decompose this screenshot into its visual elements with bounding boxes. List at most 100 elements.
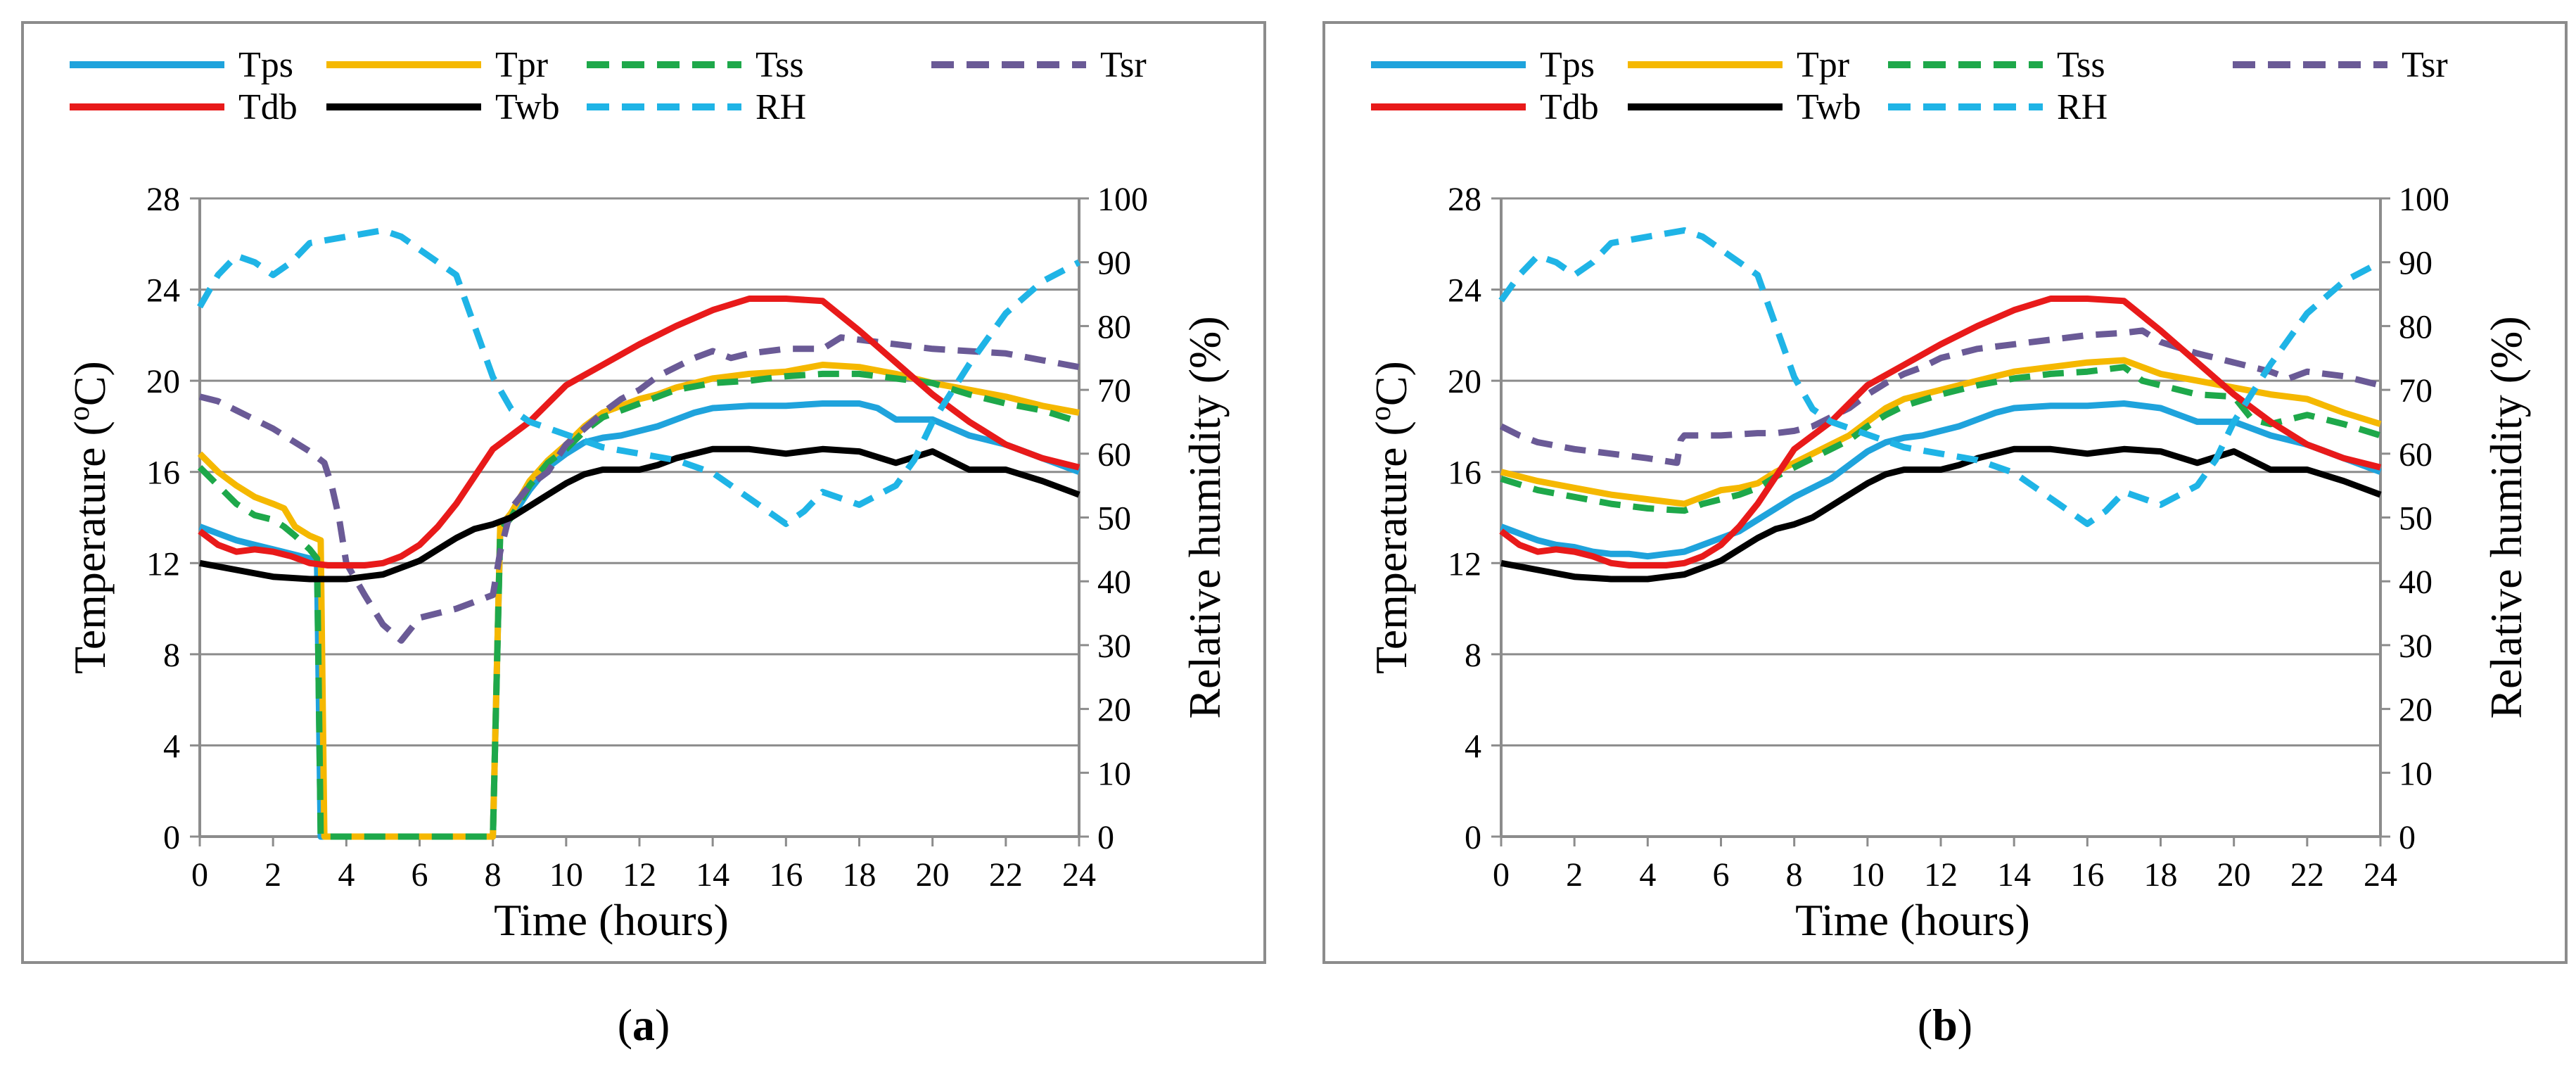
charta-y2tick-label-10: 10 bbox=[1097, 755, 1131, 792]
charta-xtick-label-2: 2 bbox=[264, 856, 281, 894]
chartb-ytick-label-8: 8 bbox=[1465, 637, 1481, 674]
charta-xtick-label-24: 24 bbox=[1062, 856, 1096, 894]
chartb-xtick-label-4: 4 bbox=[1639, 856, 1656, 894]
chartb-y2tick-label-70: 70 bbox=[2399, 372, 2432, 409]
charta-xtick-label-16: 16 bbox=[769, 856, 803, 894]
charta-series-twb bbox=[199, 445, 1080, 583]
chartb-y2tick-label-100: 100 bbox=[2399, 181, 2449, 218]
chartb-legend-label-tsr: Tsr bbox=[2402, 45, 2448, 85]
chartb-xtick-label-14: 14 bbox=[1997, 856, 2031, 894]
chartb-series-tss bbox=[1500, 364, 2382, 514]
charta-legend-label-rh: RH bbox=[755, 87, 806, 127]
charta-xtick-label-22: 22 bbox=[989, 856, 1023, 894]
chartb-y2label: Relative humidity (%) bbox=[2481, 316, 2531, 718]
chartb-ylabel: Temperature (oC) bbox=[1365, 361, 1416, 674]
charta-xtick-label-18: 18 bbox=[843, 856, 876, 894]
chartb-y2tick-label-50: 50 bbox=[2399, 500, 2432, 538]
charta-series-tpr bbox=[197, 362, 1080, 840]
charta-ytick-label-20: 20 bbox=[146, 363, 180, 400]
chartb-xlabel: Time (hours) bbox=[1795, 895, 2030, 945]
chartb-xtick-label-22: 22 bbox=[2290, 856, 2324, 894]
chartb-series-rh bbox=[1498, 227, 2383, 528]
chartb-y2tick-label-60: 60 bbox=[2399, 436, 2432, 474]
chartb-y2tick-label-90: 90 bbox=[2399, 245, 2432, 282]
chartb-ytick-label-24: 24 bbox=[1448, 272, 1481, 310]
chartb-legend-label-tps: Tps bbox=[1540, 45, 1595, 85]
chartb-ytick-label-12: 12 bbox=[1448, 545, 1481, 583]
charta-xtick-label-6: 6 bbox=[412, 856, 428, 894]
chartb-series-tps bbox=[1500, 400, 2382, 560]
chartb-xtick-label-0: 0 bbox=[1493, 856, 1510, 894]
charta-y2tick-label-90: 90 bbox=[1097, 245, 1131, 282]
caption-b: (b) bbox=[1917, 1000, 1973, 1050]
chartb-series-tdb bbox=[1499, 296, 2382, 569]
chartb-series-twb bbox=[1500, 445, 2382, 583]
chartb-y2tick-label-30: 30 bbox=[2399, 628, 2432, 665]
chartb-series-tpr bbox=[1500, 357, 2382, 507]
charta-y2tick-label-30: 30 bbox=[1097, 628, 1131, 665]
charta-series-tss bbox=[197, 370, 1080, 840]
charta-legend-label-tsr: Tsr bbox=[1100, 45, 1147, 85]
charta-y2tick-label-0: 0 bbox=[1097, 819, 1114, 856]
chartb-y2tick-label-0: 0 bbox=[2399, 819, 2416, 856]
charta-xtick-label-14: 14 bbox=[696, 856, 729, 894]
charta-ytick-label-12: 12 bbox=[146, 545, 180, 583]
chartb-xtick-label-8: 8 bbox=[1786, 856, 1803, 894]
chartb-xtick-label-12: 12 bbox=[1924, 856, 1958, 894]
charta-series-tdb bbox=[198, 296, 1080, 569]
charta-ytick-label-8: 8 bbox=[163, 637, 180, 674]
charta-legend-label-twb: Twb bbox=[495, 87, 560, 127]
charta-legend-label-tdb: Tdb bbox=[238, 87, 298, 127]
chartb-y2tick-label-10: 10 bbox=[2399, 755, 2432, 792]
chartb-legend-label-tss: Tss bbox=[2057, 45, 2105, 85]
charta-xlabel: Time (hours) bbox=[494, 895, 729, 945]
charta-xtick-label-4: 4 bbox=[338, 856, 355, 894]
charta-series-tsr bbox=[198, 334, 1080, 644]
charta-y2tick-label-60: 60 bbox=[1097, 436, 1131, 474]
charta-xtick-label-0: 0 bbox=[191, 856, 208, 894]
chartb-ytick-label-4: 4 bbox=[1465, 728, 1481, 765]
charta-y2tick-label-50: 50 bbox=[1097, 500, 1131, 538]
charta-ytick-label-4: 4 bbox=[163, 728, 180, 765]
charta-series-rh bbox=[197, 227, 1081, 528]
charta-y2tick-label-20: 20 bbox=[1097, 692, 1131, 729]
chartb-y2tick-label-80: 80 bbox=[2399, 308, 2432, 345]
chartb-xtick-label-16: 16 bbox=[2070, 856, 2104, 894]
chartb-ytick-label-20: 20 bbox=[1448, 363, 1481, 400]
charta-y2tick-label-100: 100 bbox=[1097, 181, 1148, 218]
chartb-xtick-label-18: 18 bbox=[2144, 856, 2178, 894]
chartb-legend-label-rh: RH bbox=[2057, 87, 2108, 127]
chart-panel-b: 0 4 8 12 16 20 24 28 0 10 20 30 40 50 60 70 80 90 100 0 2 4 6 8… bbox=[1322, 21, 2568, 964]
charta-y2tick-label-80: 80 bbox=[1097, 308, 1131, 345]
charta-legend-label-tss: Tss bbox=[755, 45, 804, 85]
charta-ytick-label-28: 28 bbox=[146, 181, 180, 218]
chartb-y2tick-label-40: 40 bbox=[2399, 564, 2432, 601]
charta-y2label: Relative humidity (%) bbox=[1180, 316, 1230, 718]
caption-a: (a) bbox=[617, 1000, 670, 1050]
charta-ytick-label-16: 16 bbox=[146, 455, 180, 492]
charta-xtick-label-12: 12 bbox=[623, 856, 656, 894]
charta-ytick-label-24: 24 bbox=[146, 272, 180, 310]
chartb-xtick-label-6: 6 bbox=[1713, 856, 1730, 894]
charta-xtick-label-10: 10 bbox=[549, 856, 583, 894]
chartb-ytick-label-0: 0 bbox=[1465, 819, 1481, 856]
chartb-ytick-label-28: 28 bbox=[1448, 181, 1481, 218]
charta-ytick-label-0: 0 bbox=[163, 819, 180, 856]
chartb-xtick-label-24: 24 bbox=[2364, 856, 2397, 894]
chartb-ytick-label-16: 16 bbox=[1448, 455, 1481, 492]
chartb-xtick-label-2: 2 bbox=[1566, 856, 1583, 894]
charta-legend-label-tps: Tps bbox=[238, 45, 293, 85]
charta-y2tick-label-70: 70 bbox=[1097, 372, 1131, 409]
charta-y2tick-label-40: 40 bbox=[1097, 564, 1131, 601]
charta-xtick-label-20: 20 bbox=[916, 856, 950, 894]
chartb-legend-label-tdb: Tdb bbox=[1540, 87, 1599, 127]
charta-xtick-label-8: 8 bbox=[485, 856, 502, 894]
charta-ylabel: Temperature (oC) bbox=[63, 361, 115, 674]
charta-legend-label-tpr: Tpr bbox=[495, 45, 548, 85]
chartb-xtick-label-10: 10 bbox=[1851, 856, 1885, 894]
chartb-xtick-label-20: 20 bbox=[2217, 856, 2251, 894]
chartb-legend-label-tpr: Tpr bbox=[1797, 45, 1849, 85]
chartb-series-tsr bbox=[1499, 327, 2382, 466]
